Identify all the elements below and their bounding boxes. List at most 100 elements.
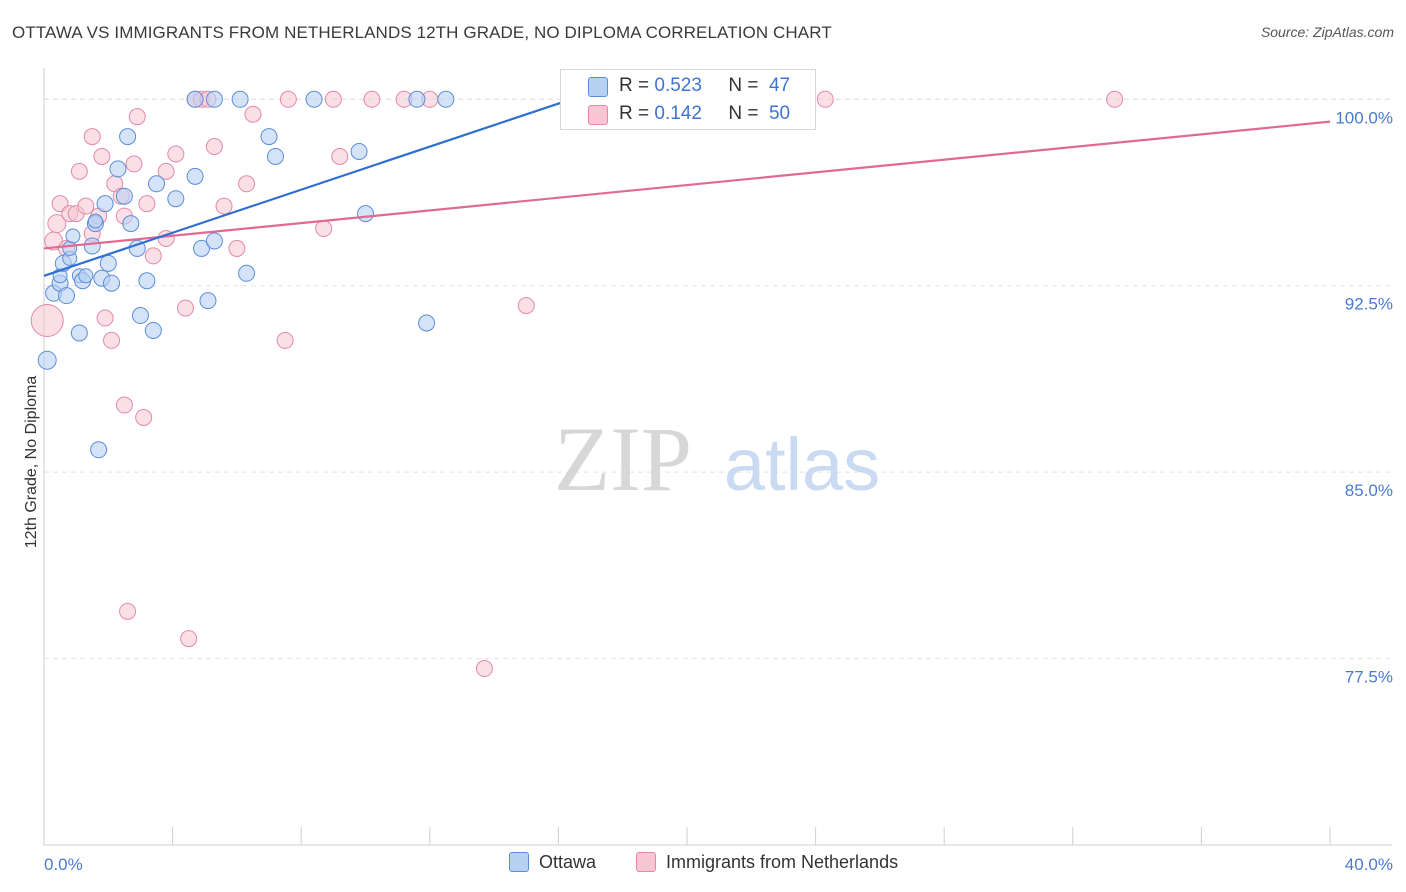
ottawa-point bbox=[96, 195, 114, 213]
legend-row-netherlands: R = 0.142 N = 50 bbox=[561, 101, 815, 129]
netherlands-point bbox=[517, 297, 535, 315]
legend-item-netherlands[interactable]: Immigrants from Netherlands bbox=[636, 852, 898, 873]
netherlands-point bbox=[157, 162, 175, 180]
ottawa-swatch bbox=[509, 852, 529, 872]
ottawa-point bbox=[103, 274, 121, 292]
netherlands-point bbox=[238, 175, 256, 193]
x-tick-label: 0.0% bbox=[44, 855, 83, 874]
netherlands-point bbox=[115, 396, 133, 414]
ottawa-point bbox=[186, 167, 204, 185]
ottawa-point bbox=[138, 272, 156, 290]
ottawa-point bbox=[144, 321, 162, 339]
ottawa-point bbox=[167, 190, 185, 208]
correlation-legend: R = 0.523 N = 47 R = 0.142 N = 50 bbox=[560, 69, 816, 130]
ottawa-point bbox=[122, 215, 140, 233]
ottawa-swatch bbox=[588, 77, 608, 97]
legend-r-value: 0.142 bbox=[654, 103, 702, 124]
ottawa-points bbox=[37, 90, 455, 459]
netherlands-point bbox=[176, 299, 194, 317]
netherlands-point bbox=[228, 239, 246, 257]
ottawa-point bbox=[58, 287, 76, 305]
watermark-atlas: atlas bbox=[724, 423, 880, 506]
axes bbox=[43, 68, 1392, 846]
ottawa-point bbox=[90, 441, 108, 459]
legend-r-value: 0.523 bbox=[654, 75, 702, 96]
legend-row-ottawa: R = 0.523 N = 47 bbox=[561, 73, 815, 101]
netherlands-point bbox=[47, 214, 67, 234]
netherlands-point bbox=[331, 147, 349, 165]
netherlands-trend-line bbox=[43, 120, 1331, 250]
ottawa-point bbox=[205, 90, 223, 108]
legend-n-label: N = bbox=[728, 75, 764, 96]
ottawa-point bbox=[186, 90, 204, 108]
netherlands-point bbox=[816, 90, 834, 108]
netherlands-point bbox=[276, 331, 294, 349]
watermark: ZIP atlas bbox=[554, 408, 880, 510]
netherlands-swatch bbox=[588, 105, 608, 125]
legend-label-netherlands: Immigrants from Netherlands bbox=[666, 852, 899, 872]
x-tick-label: 40.0% bbox=[1345, 855, 1393, 874]
ottawa-point bbox=[99, 254, 117, 272]
ottawa-point bbox=[65, 228, 81, 244]
netherlands-point bbox=[315, 220, 333, 238]
ottawa-point bbox=[131, 307, 149, 325]
ottawa-point bbox=[238, 264, 256, 282]
ottawa-point bbox=[62, 240, 78, 256]
netherlands-point bbox=[324, 90, 342, 108]
netherlands-point bbox=[93, 147, 111, 165]
netherlands-point bbox=[215, 197, 233, 215]
ottawa-point bbox=[37, 350, 57, 370]
netherlands-point bbox=[30, 304, 64, 338]
ottawa-point bbox=[83, 237, 101, 255]
ottawa-point bbox=[418, 314, 436, 332]
ottawa-point bbox=[193, 239, 211, 257]
x-tick-labels: 0.0% 40.0% bbox=[44, 855, 1393, 874]
ottawa-point bbox=[266, 147, 284, 165]
ottawa-point bbox=[408, 90, 426, 108]
ottawa-point bbox=[305, 90, 323, 108]
ottawa-point bbox=[260, 128, 278, 146]
ottawa-point bbox=[109, 160, 127, 178]
netherlands-point bbox=[1106, 90, 1124, 108]
netherlands-point bbox=[70, 162, 88, 180]
netherlands-point bbox=[103, 331, 121, 349]
chart-title: OTTAWA VS IMMIGRANTS FROM NETHERLANDS 12… bbox=[12, 23, 832, 42]
ottawa-point bbox=[70, 324, 88, 342]
netherlands-point bbox=[96, 309, 114, 327]
ottawa-point bbox=[350, 142, 368, 160]
legend-n-value: 50 bbox=[768, 103, 791, 124]
netherlands-point bbox=[138, 195, 156, 213]
netherlands-point bbox=[83, 128, 101, 146]
ottawa-point bbox=[199, 292, 217, 310]
y-tick-label: 77.5% bbox=[1345, 668, 1393, 687]
netherlands-points bbox=[30, 90, 1124, 678]
ottawa-point bbox=[119, 128, 137, 146]
netherlands-swatch bbox=[636, 852, 656, 872]
netherlands-point bbox=[128, 108, 146, 126]
legend-r-label: R = bbox=[619, 103, 655, 124]
netherlands-point bbox=[135, 408, 153, 426]
ottawa-point bbox=[78, 268, 94, 284]
y-tick-labels: 77.5% 85.0% 92.5% 100.0% bbox=[1335, 108, 1393, 686]
trend-lines bbox=[43, 98, 1331, 277]
series-legend: Ottawa Immigrants from Netherlands bbox=[0, 852, 1406, 878]
ottawa-trend-line bbox=[43, 98, 572, 277]
netherlands-point bbox=[205, 138, 223, 156]
ottawa-point bbox=[357, 205, 374, 223]
netherlands-point bbox=[119, 602, 137, 620]
netherlands-point bbox=[144, 247, 162, 265]
ottawa-point bbox=[115, 187, 133, 205]
ottawa-point bbox=[231, 90, 249, 108]
ottawa-point bbox=[437, 90, 455, 108]
legend-n-value: 47 bbox=[768, 75, 791, 96]
y-tick-label: 100.0% bbox=[1335, 108, 1393, 127]
netherlands-point bbox=[77, 197, 95, 215]
legend-item-ottawa[interactable]: Ottawa bbox=[509, 852, 596, 873]
netherlands-point bbox=[180, 630, 198, 648]
watermark-zip: ZIP bbox=[554, 408, 692, 510]
y-tick-label: 92.5% bbox=[1345, 295, 1393, 314]
legend-n-label: N = bbox=[728, 103, 764, 124]
netherlands-point bbox=[475, 660, 493, 678]
netherlands-point bbox=[279, 90, 297, 108]
